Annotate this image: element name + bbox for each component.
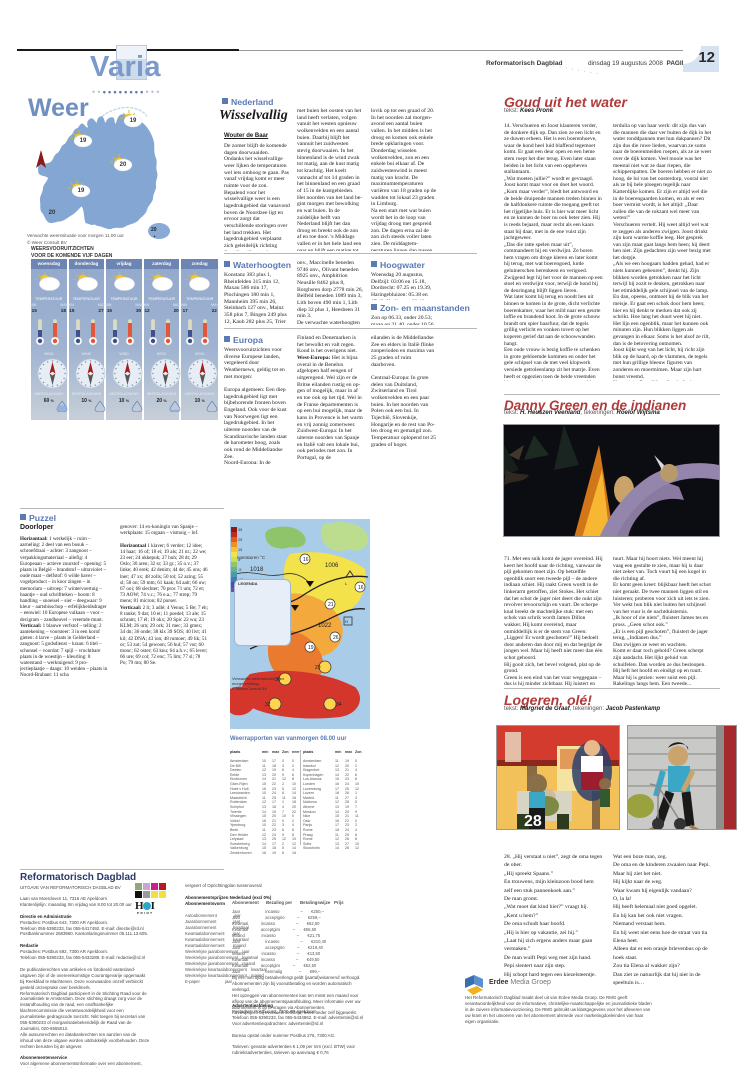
svg-text:H: H [345, 619, 348, 624]
svg-text:28: 28 [524, 813, 542, 830]
svg-text:1006: 1006 [325, 563, 339, 569]
svg-text:16: 16 [358, 585, 364, 591]
svg-text:32: 32 [265, 702, 271, 708]
svg-text:21: 21 [328, 602, 334, 608]
svg-text:35: 35 [238, 528, 242, 532]
svg-text:-5: -5 [238, 568, 241, 572]
svg-text:19: 19 [308, 645, 314, 651]
svg-text:5: 5 [238, 558, 240, 562]
svg-text:1022: 1022 [318, 623, 332, 629]
svg-text:16: 16 [303, 557, 309, 563]
svg-text:15: 15 [238, 548, 242, 552]
svg-text:1018: 1018 [250, 567, 264, 573]
svg-text:29: 29 [315, 665, 321, 671]
svg-text:26: 26 [333, 635, 339, 641]
svg-text:34: 34 [336, 702, 342, 708]
svg-text:25: 25 [238, 538, 242, 542]
